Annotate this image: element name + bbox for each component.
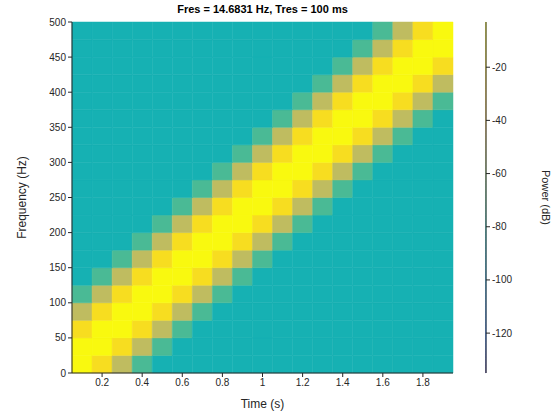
- svg-text:500: 500: [49, 17, 66, 28]
- svg-text:1: 1: [260, 377, 266, 388]
- svg-text:300: 300: [49, 157, 66, 168]
- svg-text:50: 50: [55, 332, 67, 343]
- svg-text:250: 250: [49, 192, 66, 203]
- svg-text:200: 200: [49, 227, 66, 238]
- svg-text:450: 450: [49, 52, 66, 63]
- svg-text:Frequency (Hz): Frequency (Hz): [15, 156, 29, 239]
- svg-text:1.2: 1.2: [296, 377, 310, 388]
- svg-text:0.8: 0.8: [215, 377, 229, 388]
- svg-text:100: 100: [49, 297, 66, 308]
- svg-text:-80: -80: [492, 221, 507, 232]
- svg-text:1.4: 1.4: [336, 377, 350, 388]
- svg-text:-120: -120: [492, 328, 512, 339]
- svg-text:150: 150: [49, 262, 66, 273]
- svg-text:-100: -100: [492, 274, 512, 285]
- svg-text:0.4: 0.4: [135, 377, 149, 388]
- svg-text:0: 0: [60, 368, 66, 379]
- svg-text:-60: -60: [492, 168, 507, 179]
- html-text:Fres = 14.6831 Hz, Tres = 100: Fres = 14.6831 Hz, Tres = 100 ms: [177, 3, 348, 15]
- svg-text:1.8: 1.8: [416, 377, 430, 388]
- svg-text:0.6: 0.6: [175, 377, 189, 388]
- svg-text:Time (s): Time (s): [241, 397, 285, 411]
- svg-text:-20: -20: [492, 62, 507, 73]
- svg-text:1.6: 1.6: [376, 377, 390, 388]
- svg-text:350: 350: [49, 122, 66, 133]
- svg-text:400: 400: [49, 87, 66, 98]
- svg-text:0.2: 0.2: [95, 377, 109, 388]
- svg-text:-40: -40: [492, 115, 507, 126]
- svg-text:Power (dB): Power (dB): [540, 170, 552, 225]
